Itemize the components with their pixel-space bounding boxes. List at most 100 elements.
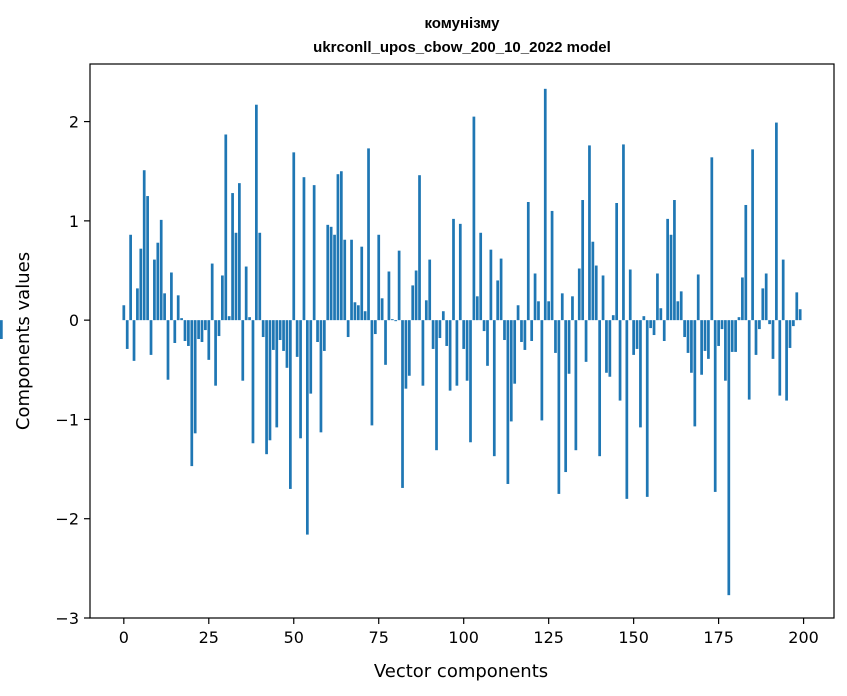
bar-112 — [503, 320, 506, 341]
bar-142 — [605, 320, 608, 373]
bar-182 — [741, 277, 744, 321]
bar-113 — [506, 320, 510, 484]
bar-66 — [346, 320, 350, 338]
bar-41 — [261, 320, 265, 338]
bar-169 — [696, 274, 700, 321]
bar-90 — [428, 259, 432, 321]
bar-127 — [554, 320, 557, 353]
bar-83 — [404, 320, 408, 389]
bar-57 — [316, 320, 319, 342]
bar-9 — [153, 259, 156, 321]
bar-91 — [431, 320, 435, 349]
bar-18 — [183, 320, 187, 341]
bar-14 — [170, 272, 173, 321]
y-tick-label: 1 — [69, 212, 79, 231]
bar-undefined — [0, 320, 3, 340]
bar-190 — [768, 320, 771, 325]
bar-171 — [703, 320, 707, 351]
bar-123 — [540, 320, 544, 421]
bar-154 — [645, 320, 649, 497]
bar-21 — [193, 320, 197, 434]
bar-146 — [618, 320, 622, 401]
bar-61 — [329, 226, 333, 321]
x-tick-label: 125 — [533, 628, 564, 647]
bar-144 — [611, 315, 615, 321]
bar-64 — [339, 171, 343, 321]
bar-184 — [747, 320, 751, 400]
bar-197 — [792, 320, 795, 327]
bar-26 — [210, 263, 214, 321]
bar-119 — [526, 202, 530, 321]
bar-148 — [625, 320, 629, 499]
bar-173 — [710, 157, 714, 321]
x-tick-label: 75 — [369, 628, 389, 647]
bar-118 — [523, 320, 527, 350]
bar-20 — [190, 320, 194, 467]
bar-130 — [564, 320, 568, 473]
bar-181 — [737, 317, 741, 321]
bar-124 — [543, 88, 547, 321]
bar-94 — [441, 311, 445, 321]
bar-133 — [574, 320, 578, 451]
y-tick-label: 0 — [69, 311, 79, 330]
bar-122 — [537, 301, 540, 321]
bar-60 — [326, 224, 330, 321]
bar-2 — [129, 234, 132, 321]
bar-4 — [136, 288, 139, 321]
bar-102 — [469, 320, 472, 443]
bar-11 — [159, 219, 163, 321]
bar-76 — [380, 298, 384, 321]
bar-1 — [125, 320, 129, 349]
bar-5 — [139, 248, 143, 321]
bar-67 — [350, 239, 353, 321]
bar-53 — [302, 177, 306, 321]
bar-101 — [465, 320, 469, 381]
bar-39 — [255, 104, 258, 321]
bar-30 — [224, 134, 228, 321]
bar-52 — [299, 320, 302, 439]
y-axis-ticks: −3 −2 −1 0 1 2 — [55, 113, 90, 628]
bar-59 — [322, 320, 326, 351]
bar-180 — [734, 320, 737, 352]
bar-95 — [445, 320, 449, 346]
bar-48 — [285, 320, 289, 368]
bar-65 — [343, 239, 347, 321]
bar-128 — [557, 320, 561, 494]
y-tick-label: −3 — [55, 609, 79, 628]
chart-subtitle: ukrconll_upos_cbow_200_10_2022 model — [313, 39, 611, 56]
bar-40 — [258, 232, 262, 321]
bar-170 — [700, 320, 703, 375]
bar-17 — [180, 318, 183, 321]
bar-32 — [231, 193, 234, 321]
bar-51 — [295, 320, 299, 357]
x-tick-label: 150 — [618, 628, 649, 647]
bar-88 — [421, 320, 425, 386]
y-tick-label: −1 — [55, 410, 79, 429]
bar-68 — [353, 302, 357, 321]
bar-167 — [690, 320, 693, 373]
y-tick-label: 2 — [69, 113, 79, 132]
bar-159 — [662, 320, 666, 341]
bar-50 — [292, 152, 296, 321]
bar-164 — [679, 291, 683, 321]
bar-99 — [458, 223, 462, 321]
bar-45 — [275, 320, 279, 428]
bar-63 — [336, 174, 340, 321]
bar-150 — [632, 320, 635, 355]
bar-121 — [533, 273, 537, 321]
bar-176 — [720, 320, 724, 330]
bar-191 — [771, 320, 775, 359]
bar-58 — [319, 320, 323, 433]
bar-3 — [132, 320, 136, 361]
x-tick-label: 50 — [284, 628, 304, 647]
bar-108 — [489, 249, 493, 321]
bar-73 — [370, 320, 374, 426]
bar-135 — [581, 200, 585, 321]
bar-12 — [163, 293, 166, 321]
bar-107 — [486, 320, 489, 366]
bar-36 — [244, 266, 248, 321]
x-tick-label: 25 — [199, 628, 219, 647]
bar-96 — [448, 320, 452, 391]
bar-29 — [221, 275, 224, 321]
bar-55 — [309, 320, 313, 394]
